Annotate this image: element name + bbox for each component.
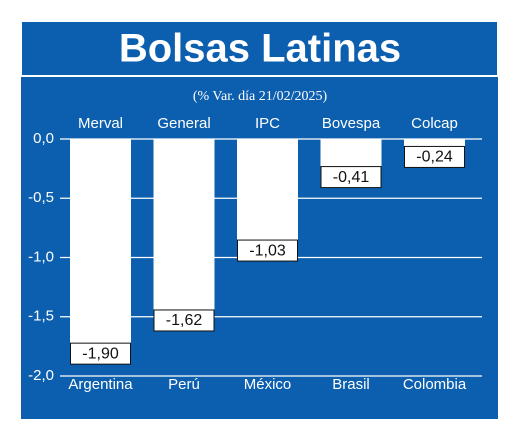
- value-label: -1,90: [82, 345, 119, 362]
- y-tick-label: -1,0: [28, 248, 54, 265]
- value-label-box: [153, 309, 215, 332]
- index-label: IPC: [255, 115, 280, 132]
- x-tick-label: Colombia: [403, 376, 467, 393]
- x-tick-label: Perú: [168, 376, 200, 393]
- chart-title: Bolsas Latinas: [119, 27, 401, 71]
- chart-subtitle: (% Var. día 21/02/2025): [193, 89, 328, 104]
- index-label: Bovespa: [322, 115, 381, 132]
- bar: [70, 139, 131, 365]
- value-label-box: [404, 145, 465, 168]
- value-label: -1,03: [249, 242, 286, 259]
- value-label-box: [320, 166, 382, 189]
- index-label: Colcap: [411, 115, 458, 132]
- index-label: Merval: [78, 115, 123, 132]
- bar: [153, 139, 215, 331]
- y-tick-label: -1,5: [28, 308, 54, 325]
- title-box: [20, 20, 499, 77]
- value-label: -0,41: [333, 169, 370, 186]
- value-label: -1,62: [166, 312, 203, 329]
- x-tick-label: México: [244, 376, 292, 393]
- index-label: General: [157, 115, 210, 132]
- y-tick-label: 0,0: [33, 130, 54, 147]
- y-tick-label: -2,0: [28, 367, 54, 384]
- y-tick-label: -0,5: [28, 189, 54, 206]
- value-label-box: [237, 239, 298, 262]
- x-tick-label: Argentina: [68, 376, 133, 393]
- x-tick-label: Brasil: [332, 376, 370, 393]
- value-label: -0,24: [416, 149, 453, 166]
- value-label-box: [70, 342, 131, 365]
